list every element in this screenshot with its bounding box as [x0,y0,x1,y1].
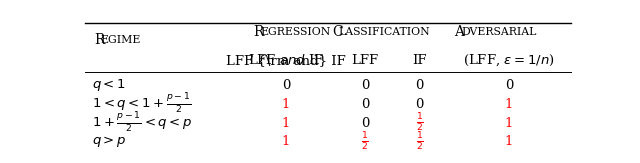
Text: 1: 1 [505,98,513,111]
Text: EGRESSION: EGRESSION [260,27,330,37]
Text: $q < 1$: $q < 1$ [92,77,126,93]
Text: 1: 1 [282,135,290,148]
Text: EGIME: EGIME [100,35,141,45]
Text: A: A [454,25,465,39]
Text: $\frac{1}{2}$: $\frac{1}{2}$ [416,112,424,134]
Text: DVERSARIAL: DVERSARIAL [461,27,536,37]
Text: 1: 1 [505,135,513,148]
Text: IF: IF [413,54,427,67]
Text: LFF: LFF [351,54,379,67]
Text: LFF $\it{and}$ IF: LFF $\it{and}$ IF [248,53,324,67]
Text: 0: 0 [361,117,369,130]
Text: 0: 0 [415,79,424,92]
Text: C: C [332,25,342,39]
Text: 0: 0 [282,79,290,92]
Text: $\frac{1}{2}$: $\frac{1}{2}$ [361,131,369,153]
Text: $1 < q < 1 + \frac{p-1}{2}$: $1 < q < 1 + \frac{p-1}{2}$ [92,92,191,116]
Text: 0: 0 [415,98,424,111]
Text: $\frac{1}{2}$: $\frac{1}{2}$ [416,131,424,153]
Text: 1: 1 [282,117,290,130]
Text: 0: 0 [361,79,369,92]
Text: 1: 1 [282,98,290,111]
Text: R: R [94,33,104,47]
Text: 0: 0 [505,79,513,92]
Text: R: R [253,25,264,39]
Text: LFF {\rm and} IF: LFF {\rm and} IF [226,54,346,67]
Text: 1: 1 [505,117,513,130]
Text: (LFF, $\epsilon = 1/n$): (LFF, $\epsilon = 1/n$) [463,53,555,68]
Text: $1 + \frac{p-1}{2} < q < p$: $1 + \frac{p-1}{2} < q < p$ [92,111,193,135]
Text: LASSIFICATION: LASSIFICATION [339,27,430,37]
Text: 0: 0 [361,98,369,111]
Text: $q > p$: $q > p$ [92,134,127,149]
